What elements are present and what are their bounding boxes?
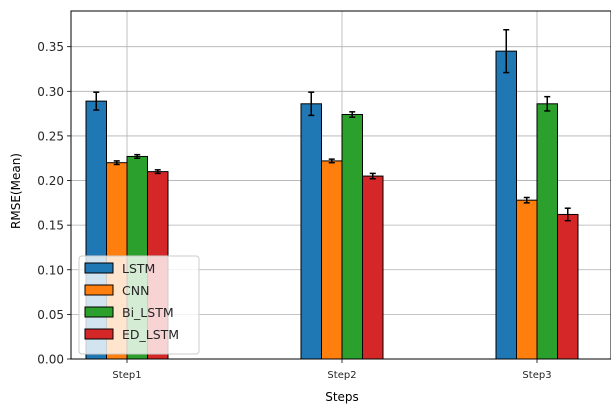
y-tick-label: 0.25	[37, 129, 64, 143]
y-axis-ticks: 0.00 0.05 0.10 0.15 0.20 0.25 0.30 0.35	[37, 40, 71, 367]
y-tick-label: 0.05	[37, 308, 64, 322]
error-bar	[544, 95, 551, 112]
error-bar	[93, 91, 100, 111]
bar-cnn-step2	[321, 160, 343, 360]
legend-label: ED_LSTM	[122, 327, 179, 342]
legend-swatch	[84, 262, 114, 274]
error-bar	[308, 91, 315, 117]
x-axis-ticks: Step1 Step2 Step3	[112, 359, 552, 381]
legend-swatch	[84, 284, 114, 296]
error-bar	[369, 172, 376, 180]
x-tick-label: Step3	[522, 370, 551, 381]
error-bar	[523, 196, 530, 204]
y-tick-label: 0.00	[37, 353, 64, 367]
error-bar	[564, 207, 571, 222]
y-tick-label: 0.20	[37, 174, 64, 188]
x-axis-label: Steps	[325, 390, 359, 404]
legend-item: ED_LSTM	[84, 327, 179, 342]
error-bar	[154, 169, 161, 175]
y-tick-label: 0.35	[37, 40, 64, 54]
legend-swatch	[84, 306, 114, 318]
bar-ed-lstm-step2	[362, 175, 384, 360]
bar-bi-lstm-step3	[536, 103, 558, 360]
error-bars	[93, 28, 571, 222]
bar-ed-lstm-step3	[557, 213, 579, 360]
bar-cnn-step3	[516, 199, 538, 360]
error-bar	[328, 158, 335, 164]
legend-swatch	[84, 328, 114, 340]
error-bar	[503, 28, 510, 74]
bar-bi-lstm-step2	[341, 114, 363, 360]
bar-lstm-step3	[495, 50, 517, 360]
y-tick-label: 0.30	[37, 85, 64, 99]
y-axis-label: RMSE(Mean)	[9, 153, 23, 229]
legend-item: LSTM	[84, 261, 155, 276]
legend-label: CNN	[122, 283, 149, 298]
x-tick-label: Step2	[327, 370, 356, 381]
legend-label: Bi_LSTM	[122, 305, 174, 320]
y-tick-label: 0.10	[37, 263, 64, 277]
legend-item: Bi_LSTM	[84, 305, 174, 320]
legend: LSTM CNN Bi_LSTM ED_LSTM	[78, 255, 200, 355]
error-bar	[113, 160, 120, 166]
x-tick-label: Step1	[112, 370, 141, 381]
y-tick-label: 0.15	[37, 219, 64, 233]
error-bar	[349, 111, 356, 118]
bar-lstm-step2	[300, 103, 322, 360]
legend-label: LSTM	[122, 261, 155, 276]
error-bar	[134, 153, 141, 159]
plot-area-frame	[70, 10, 611, 360]
legend-item: CNN	[84, 283, 149, 298]
